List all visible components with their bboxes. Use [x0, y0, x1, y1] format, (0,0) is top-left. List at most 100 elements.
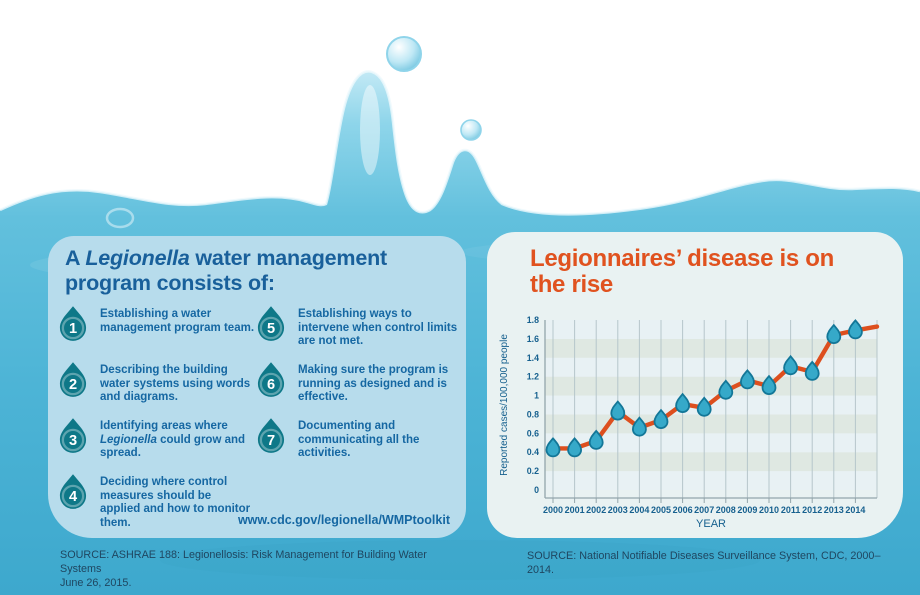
- numbered-water-drop-icon: 7: [254, 416, 290, 461]
- x-tick-label: 2007: [694, 505, 714, 515]
- step-text-pre: Identifying areas where: [100, 420, 228, 432]
- y-tick-label: 0.2: [527, 466, 539, 476]
- title-post: water management program consists of:: [65, 246, 387, 295]
- numbered-water-drop-icon: 2: [56, 360, 92, 405]
- step-number: 5: [267, 321, 275, 337]
- small-droplet: [460, 119, 482, 141]
- step-text: Deciding where control measures should b…: [100, 474, 254, 530]
- steps-column-1: 1 Establishing a water management program…: [56, 306, 254, 543]
- surface-bubble: [105, 207, 135, 229]
- light-streak: [160, 540, 760, 580]
- step-text: Documenting and communicating all the ac…: [298, 418, 458, 461]
- x-tick-label: 2014: [845, 505, 865, 515]
- disease-rise-panel: 0 0.2 0.4 0.6 0.8 1 1.2 1.4 1.6 1.8 2000 2001 2002 20…: [487, 232, 903, 538]
- data-point-droplet-icon: [761, 374, 777, 395]
- step-number: 7: [267, 433, 275, 449]
- numbered-water-drop-icon: 4: [56, 472, 92, 517]
- step-item: 2 Describing the building water systems u…: [56, 362, 254, 405]
- data-point-droplet-icon: [588, 429, 604, 450]
- y-tick-label: 1.6: [527, 334, 539, 344]
- trend-line: [550, 324, 880, 451]
- step-text-pre: Documenting and communicating all the ac…: [298, 420, 420, 459]
- numbered-water-drop-icon: 5: [254, 304, 290, 349]
- source-left-line1: SOURCE: ASHRAE 188: Legionellosis: Risk …: [60, 549, 427, 575]
- water-ball-droplet: [386, 36, 422, 72]
- x-tick-label: 2001: [565, 505, 585, 515]
- step-item: 1 Establishing a water management program…: [56, 306, 254, 349]
- data-point-droplet-icon: [545, 437, 561, 458]
- step-item: 7 Documenting and communicating all the a…: [254, 418, 458, 461]
- step-number: 1: [69, 321, 77, 337]
- data-point-droplet-icon: [567, 437, 582, 458]
- plot-band: [545, 471, 877, 490]
- x-tick-label: 2009: [737, 505, 757, 515]
- step-item: 4 Deciding where control measures should …: [56, 474, 254, 530]
- data-point-droplet-icon: [718, 379, 734, 400]
- plot-band: [545, 357, 877, 377]
- step-item: 6 Making sure the program is running as d…: [254, 362, 458, 405]
- x-tick-label: 2011: [781, 505, 801, 515]
- y-tick-label: 0.4: [527, 447, 539, 457]
- chart-title: Legionnaires’ disease is on the rise: [530, 245, 835, 298]
- steps-column-2: 5 Establishing ways to intervene when con…: [254, 306, 458, 543]
- plot-band: [545, 320, 877, 339]
- step-text-pre: Describing the building water systems us…: [100, 364, 251, 403]
- step-text: Making sure the program is running as de…: [298, 362, 458, 405]
- data-point-droplet-icon: [653, 408, 669, 429]
- step-text: Identifying areas where Legionella could…: [100, 418, 254, 461]
- numbered-water-drop-icon: 3: [56, 416, 92, 461]
- step-text-italic: Legionella: [100, 433, 157, 446]
- chart: 0 0.2 0.4 0.6 0.8 1 1.2 1.4 1.6 1.8 2000 2001 2002 20…: [499, 315, 880, 530]
- x-tick-label: 2010: [759, 505, 779, 515]
- data-point-droplet-icon: [631, 416, 647, 437]
- step-text-pre: Making sure the program is running as de…: [298, 364, 449, 403]
- numbered-water-drop-icon: 6: [254, 360, 290, 405]
- y-tick-label: 1: [534, 391, 539, 401]
- y-tick-label: 1.4: [527, 353, 539, 363]
- step-text: Establishing a water management program …: [100, 306, 254, 335]
- x-tick-label: 2012: [802, 505, 822, 515]
- y-tick-label: 0: [534, 485, 539, 495]
- y-tick-label: 1.8: [527, 315, 539, 325]
- plot-band: [545, 433, 877, 453]
- plot-band: [545, 376, 877, 396]
- data-point-droplet-icon: [783, 354, 799, 376]
- step-number: 2: [69, 377, 77, 393]
- x-tick-label: 2002: [586, 505, 606, 515]
- data-point-droplet-icon: [610, 400, 626, 421]
- step-text-pre: Establishing a water management program …: [100, 308, 255, 334]
- x-tick-label: 2006: [673, 505, 693, 515]
- step-item: 3 Identifying areas where Legionella coul…: [56, 418, 254, 461]
- x-tick-label: 2004: [629, 505, 649, 515]
- step-number: 3: [69, 433, 77, 449]
- source-right: SOURCE: National Notifiable Diseases Sur…: [527, 550, 881, 576]
- y-tick-label: 1.2: [527, 372, 539, 382]
- x-tick-label: 2013: [824, 505, 844, 515]
- toolkit-url: www.cdc.gov/legionella/WMPtoolkit: [237, 513, 450, 527]
- data-point-droplet-icon: [847, 319, 863, 340]
- step-item: 5 Establishing ways to intervene when con…: [254, 306, 458, 349]
- data-point-droplet-icon: [826, 323, 842, 344]
- data-point-droplet-icon: [675, 392, 691, 413]
- source-left-line2: June 26, 2015.: [60, 577, 132, 589]
- numbered-water-drop-icon: 1: [56, 304, 92, 349]
- data-point-droplet-icon: [739, 369, 755, 390]
- source-left: SOURCE: ASHRAE 188: Legionellosis: Risk …: [60, 548, 460, 590]
- y-axis-title: Reported cases/100,000 people: [499, 334, 510, 476]
- plot-band: [545, 414, 877, 434]
- water-management-panel: A Legionella water management program co…: [48, 236, 466, 538]
- step-text: Establishing ways to intervene when cont…: [298, 306, 458, 349]
- title-pre: A: [65, 246, 86, 270]
- x-tick-label: 2005: [651, 505, 671, 515]
- title-italic-legionella: Legionella: [85, 246, 190, 270]
- y-tick-label: 0.8: [527, 409, 539, 419]
- splash-highlight: [360, 85, 380, 175]
- x-tick-label: 2000: [543, 505, 563, 515]
- data-point-droplet-icon: [696, 396, 712, 417]
- y-tick-label: 0.6: [527, 428, 539, 438]
- plot-band: [545, 452, 877, 472]
- steps-list: 1 Establishing a water management program…: [56, 306, 458, 543]
- step-text-pre: Establishing ways to intervene when cont…: [298, 308, 458, 347]
- step-number: 6: [267, 377, 275, 393]
